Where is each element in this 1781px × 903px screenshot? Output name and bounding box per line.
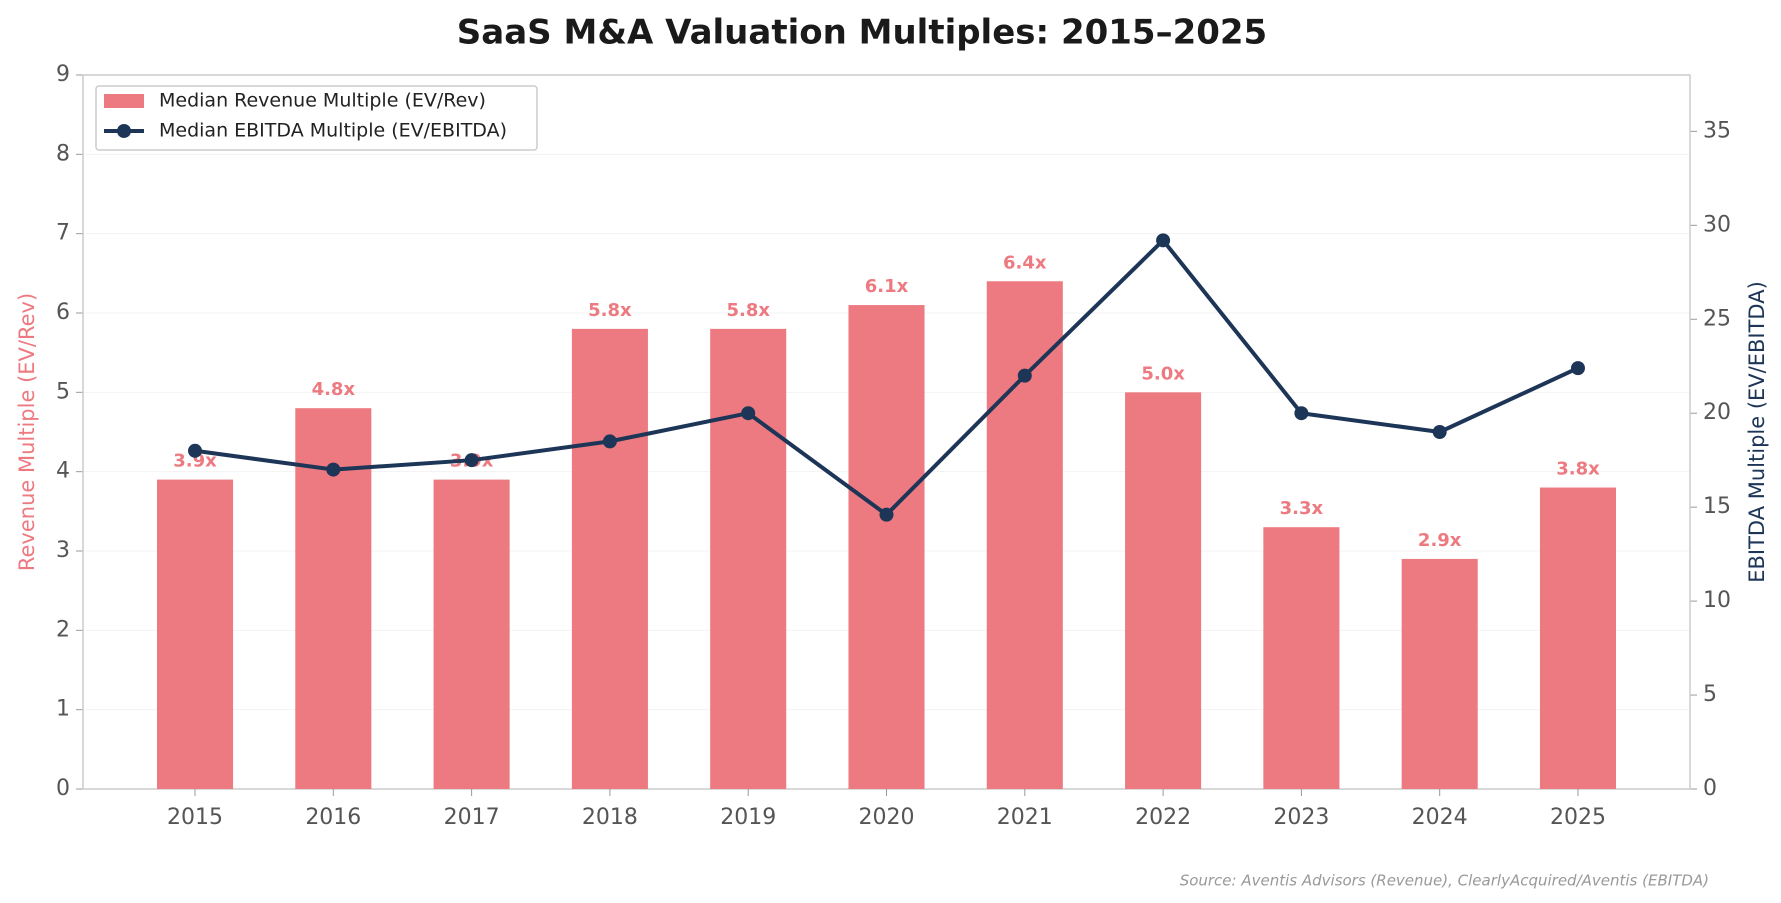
value-label: 3.8x [1556,459,1600,480]
y-tick-label: 9 [56,62,70,87]
value-label: 6.1x [865,276,909,297]
x-tick-label: 2022 [1135,805,1191,830]
value-label: 3.9x [173,451,217,472]
x-tick-label: 2020 [859,805,915,830]
line-point [1294,406,1309,421]
y-tick-label: 7 [56,221,70,246]
chart-title: SaaS M&A Valuation Multiples: 2015–2025 [457,13,1267,53]
y-tick-label: 8 [56,141,70,166]
line-point [188,443,203,458]
line-point [1432,425,1447,439]
y-tick-label: 5 [56,379,70,404]
bar [1125,392,1202,789]
y-tick-label: 3 [56,538,70,563]
line-point [1017,368,1032,383]
y2-tick-label: 30 [1703,212,1731,237]
x-tick-label: 2016 [305,805,361,830]
y2-tick-label: 15 [1703,494,1731,519]
x-tick-label: 2023 [1273,805,1329,830]
y-tick-label: 1 [56,697,70,722]
bar [710,328,787,789]
y2-tick-label: 35 [1703,118,1731,143]
source-note: Source: Aventis Advisors (Revenue), Clea… [1180,872,1709,890]
line-point [464,453,479,468]
bar [1401,558,1478,789]
y2-axis-label: EBITDA Multiple (EV/EBITDA) [1745,281,1769,583]
bar [156,479,234,789]
y2-tick-label: 0 [1703,776,1717,801]
y-tick-label: 4 [56,459,70,484]
legend-box [95,85,538,151]
legend-swatch [104,94,144,108]
value-label: 4.8x [312,379,356,400]
y-tick-label: 2 [56,617,70,642]
line-point [741,406,756,421]
value-label: 6.4x [1003,252,1047,273]
value-label: 2.9x [1418,530,1462,551]
x-tick-label: 2025 [1550,805,1606,830]
x-tick-label: 2024 [1412,805,1468,830]
line-point [602,434,617,449]
x-tick-label: 2018 [582,805,638,830]
line-point [326,462,341,477]
x-tick-label: 2017 [444,805,500,830]
y2-tick-label: 10 [1703,588,1731,613]
y2-tick-label: 25 [1703,306,1731,331]
bar [1263,527,1340,789]
x-tick-label: 2021 [997,805,1053,830]
y-tick-label: 6 [56,300,70,325]
y-tick-label: 0 [56,776,70,801]
line-point [1156,233,1171,248]
bar [571,328,648,789]
bar [1539,487,1617,789]
x-tick-label: 2019 [720,805,776,830]
bar [986,281,1063,789]
x-tick-label: 2015 [167,805,223,830]
legend-label: Median EBITDA Multiple (EV/EBITDA) [159,120,507,142]
bar [433,479,510,789]
legend-label: Median Revenue Multiple (EV/Rev) [159,90,486,112]
line-point [1570,361,1585,376]
bar [848,305,925,789]
y2-tick-label: 5 [1703,682,1717,707]
y2-tick-label: 20 [1703,400,1731,425]
y-axis-label: Revenue Multiple (EV/Rev) [15,293,39,571]
value-label: 5.0x [1141,363,1185,384]
legend-swatch-marker [117,124,131,138]
line-point [879,507,894,522]
value-label: 5.8x [588,300,632,321]
value-label: 3.3x [1280,498,1324,519]
value-label: 5.8x [726,300,770,321]
